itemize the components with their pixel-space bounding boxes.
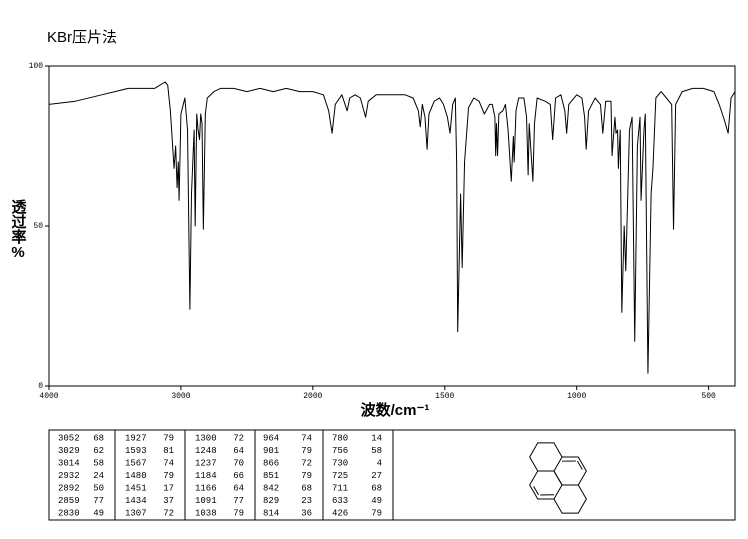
transmittance-cell: 50 [93,483,104,493]
wavenumber-cell: 1237 [195,458,217,468]
transmittance-cell: 77 [233,496,244,506]
wavenumber-cell: 901 [263,446,279,456]
transmittance-cell: 4 [377,458,382,468]
transmittance-cell: 27 [371,471,382,481]
wavenumber-cell: 725 [332,471,348,481]
wavenumber-cell: 756 [332,446,348,456]
y-tick-label: 0 [38,382,43,391]
wavenumber-cell: 1091 [195,496,217,506]
wavenumber-cell: 1434 [125,496,147,506]
wavenumber-cell: 1593 [125,446,147,456]
transmittance-cell: 17 [163,483,174,493]
wavenumber-cell: 1567 [125,458,147,468]
transmittance-cell: 36 [301,508,312,518]
wavenumber-cell: 1166 [195,483,217,493]
transmittance-cell: 58 [93,458,104,468]
transmittance-cell: 74 [301,433,312,443]
transmittance-cell: 79 [163,471,174,481]
x-tick-label: 1500 [435,392,454,401]
x-axis-label: 波数/cm⁻¹ [361,401,430,419]
chart-title: KBr压片法 [47,29,117,46]
transmittance-cell: 66 [233,471,244,481]
wavenumber-cell: 730 [332,458,348,468]
transmittance-cell: 72 [301,458,312,468]
wavenumber-cell: 2859 [58,496,80,506]
x-tick-label: 2000 [303,392,322,401]
transmittance-cell: 49 [371,496,382,506]
transmittance-cell: 68 [301,483,312,493]
wavenumber-cell: 851 [263,471,279,481]
wavenumber-cell: 1248 [195,446,217,456]
transmittance-cell: 58 [371,446,382,456]
wavenumber-cell: 1451 [125,483,147,493]
wavenumber-cell: 964 [263,433,279,443]
transmittance-cell: 24 [93,471,104,481]
transmittance-cell: 68 [371,483,382,493]
x-tick-label: 500 [701,392,716,401]
wavenumber-cell: 426 [332,508,348,518]
wavenumber-cell: 1927 [125,433,147,443]
transmittance-cell: 70 [233,458,244,468]
wavenumber-cell: 3014 [58,458,80,468]
wavenumber-cell: 780 [332,433,348,443]
wavenumber-cell: 1480 [125,471,147,481]
transmittance-cell: 23 [301,496,312,506]
wavenumber-cell: 842 [263,483,279,493]
molecule-structure [529,442,587,514]
wavenumber-cell: 633 [332,496,348,506]
transmittance-cell: 79 [301,446,312,456]
y-axis-label: 透过率% [10,199,27,261]
wavenumber-cell: 866 [263,458,279,468]
transmittance-cell: 64 [233,483,244,493]
transmittance-cell: 77 [93,496,104,506]
table-dividers [114,430,394,520]
wavenumber-cell: 711 [332,483,348,493]
transmittance-cell: 74 [163,458,174,468]
wavenumber-cell: 3029 [58,446,80,456]
transmittance-cell: 49 [93,508,104,518]
wavenumber-cell: 2830 [58,508,80,518]
x-tick-label: 4000 [39,392,58,401]
y-tick-label: 100 [29,62,44,71]
transmittance-cell: 72 [233,433,244,443]
spectrum-line [48,81,736,374]
wavenumber-cell: 1300 [195,433,217,443]
transmittance-cell: 79 [233,508,244,518]
table-frame [48,429,736,521]
transmittance-cell: 79 [163,433,174,443]
wavenumber-cell: 814 [263,508,279,518]
transmittance-cell: 14 [371,433,382,443]
transmittance-cell: 81 [163,446,174,456]
wavenumber-cell: 1184 [195,471,217,481]
transmittance-cell: 62 [93,446,104,456]
transmittance-cell: 79 [371,508,382,518]
x-tick-label: 1000 [567,392,586,401]
x-tick-label: 3000 [171,392,190,401]
transmittance-cell: 72 [163,508,174,518]
transmittance-cell: 64 [233,446,244,456]
wavenumber-cell: 829 [263,496,279,506]
wavenumber-cell: 2932 [58,471,80,481]
transmittance-cell: 79 [301,471,312,481]
wavenumber-cell: 1307 [125,508,147,518]
y-tick-label: 50 [33,222,43,231]
transmittance-cell: 37 [163,496,174,506]
wavenumber-cell: 1038 [195,508,217,518]
wavenumber-cell: 3052 [58,433,80,443]
wavenumber-cell: 2892 [58,483,80,493]
transmittance-cell: 68 [93,433,104,443]
